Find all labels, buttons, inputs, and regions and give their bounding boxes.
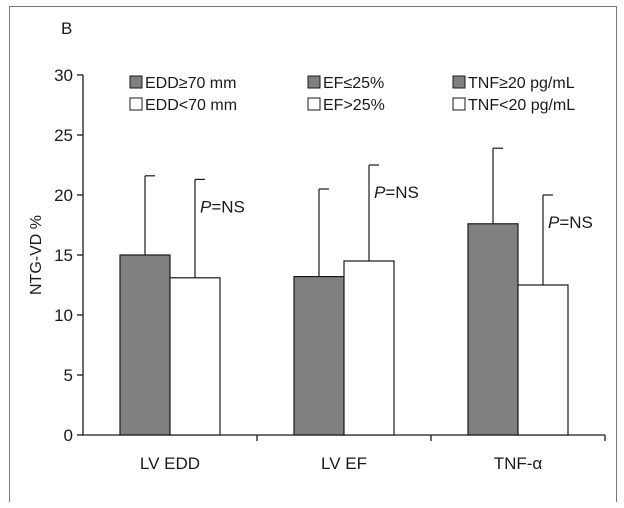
bar-high [119, 254, 171, 436]
y-tick-label: 10 [54, 306, 73, 325]
y-tick-label: 5 [64, 366, 73, 385]
chart-frame [9, 6, 617, 502]
legend-swatch [129, 97, 143, 111]
y-tick-label: 15 [54, 246, 73, 265]
legend-label: EF>25% [323, 97, 385, 114]
bar-high [293, 276, 345, 436]
y-tick-label: 20 [54, 186, 73, 205]
legend-swatch [307, 97, 321, 111]
legend-label: TNF≥20 pg/mL [468, 75, 575, 92]
panel-label: B [61, 19, 72, 38]
y-tick-label: 25 [54, 126, 73, 145]
y-tick-label: 30 [54, 66, 73, 85]
legend-swatch [129, 75, 143, 89]
legend-swatch [452, 97, 466, 111]
bar-low [169, 277, 221, 436]
significance-label: P=NS [200, 197, 245, 216]
significance-label: P=NS [548, 213, 593, 232]
legend-label: EDD<70 mm [145, 97, 237, 114]
legend-label: EDD≥70 mm [145, 75, 236, 92]
x-tick-label: LV EDD [140, 454, 200, 473]
y-tick-label: 0 [64, 426, 73, 445]
y-axis-label: NTG-VD % [28, 215, 45, 295]
legend-swatch [452, 75, 466, 89]
legend-label: TNF<20 pg/mL [468, 97, 575, 114]
x-tick-label: LV EF [321, 454, 367, 473]
significance-label: P=NS [374, 183, 419, 202]
bar-high [467, 223, 519, 436]
legend-label: EF≤25% [323, 75, 384, 92]
bar-low [343, 260, 395, 436]
legend: EDD≥70 mm EDD<70 mm EF≤25% EF>25% TNF≥20 pg/… [129, 75, 575, 114]
x-tick-label: TNF-α [494, 454, 543, 473]
plot-area: 0 5 10 15 20 25 30 LV EDD P=NS LV EF P=NS TNF-α P=NS [54, 66, 606, 473]
bar-low [517, 284, 569, 436]
legend-swatch [307, 75, 321, 89]
